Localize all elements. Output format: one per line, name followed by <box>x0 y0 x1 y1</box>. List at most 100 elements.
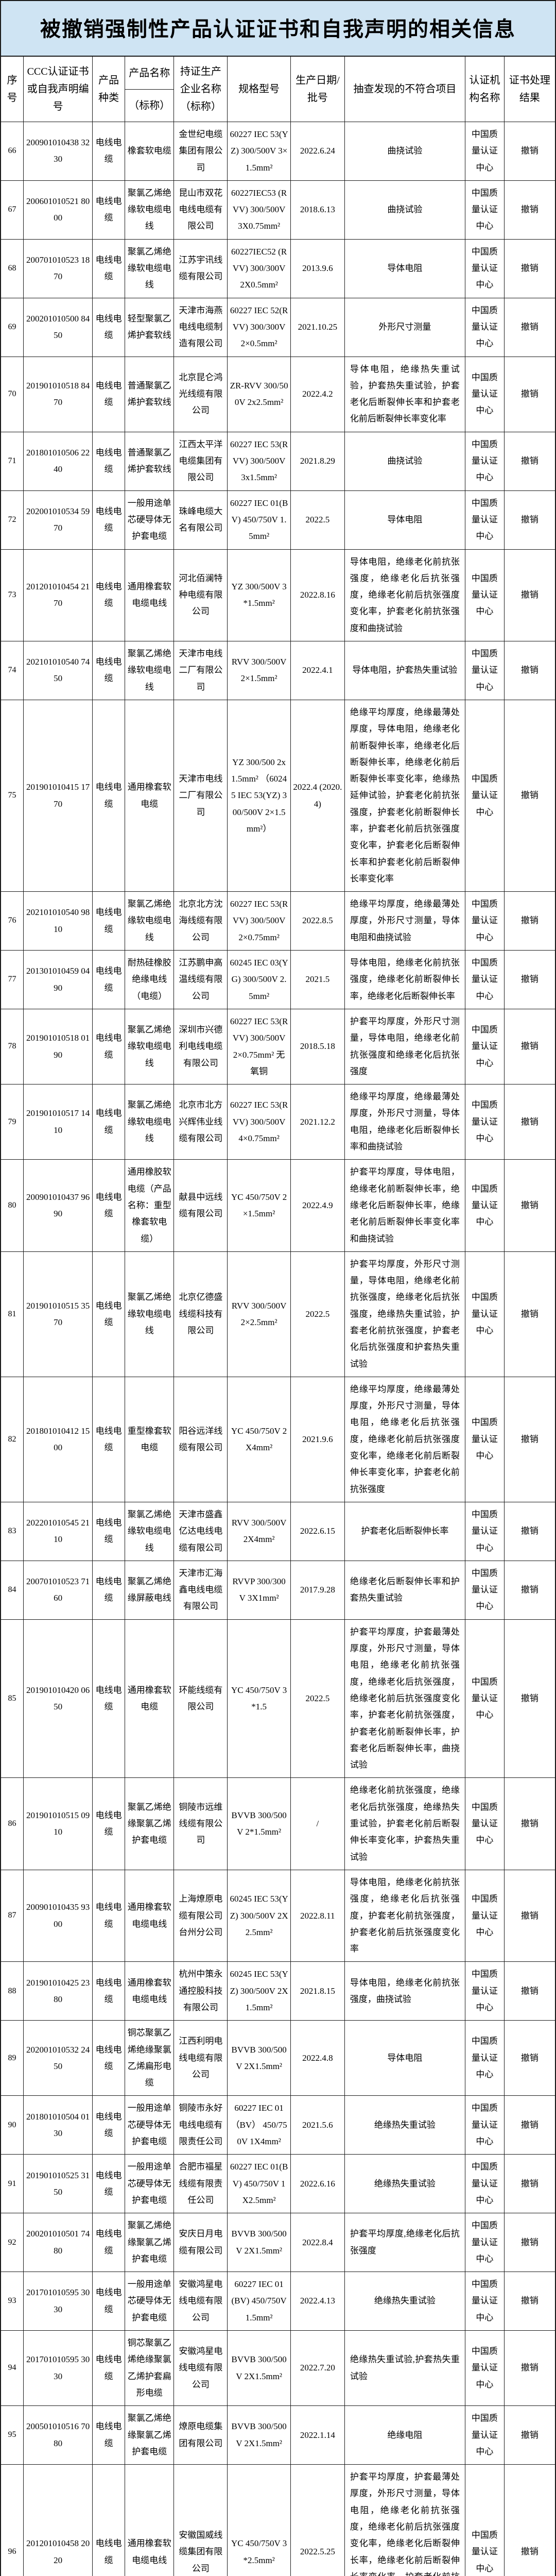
cell-cert: 201301010459 0490 <box>23 951 92 1009</box>
cell-result: 撤销 <box>504 1160 555 1251</box>
cell-no: 66 <box>1 122 23 181</box>
cell-spec: BVVB 300/500V 2X1.5mm² <box>228 2213 290 2272</box>
cell-no: 96 <box>1 2465 23 2576</box>
cell-spec: 60227 IEC 53(RVV) 300/500V 3x1.5mm² <box>228 432 290 490</box>
cell-result: 撤销 <box>504 2213 555 2272</box>
cell-spec: BVVB 300/500V 2*1.5mm² <box>228 1778 290 1870</box>
cell-date: 2017.9.28 <box>290 1561 344 1619</box>
cell-issues: 曲挠试验 <box>344 432 465 490</box>
cell-spec: BVVB 300/500V 2X1.5mm² <box>228 2331 290 2406</box>
cell-company: 安徽鸿星电线电缆有限公司 <box>174 2331 228 2406</box>
cell-issues: 导体电阻 <box>344 239 465 298</box>
cell-agency: 中国质量认证中心 <box>465 1009 504 1084</box>
cell-spec: RVV 300/500V 2×1.5mm² <box>228 641 290 700</box>
cell-category: 电线电缆 <box>93 1009 125 1084</box>
cell-agency: 中国质量认证中心 <box>465 2096 504 2155</box>
cell-agency: 中国质量认证中心 <box>465 1160 504 1251</box>
cell-issues: 绝缘热失重试验,护套热失重试验 <box>344 2331 465 2406</box>
cell-spec: 60227 IEC 01 (BV) 450/750V 1.5mm² <box>228 2272 290 2331</box>
cell-date: 2022.6.15 <box>290 1502 344 1561</box>
cell-issues: 导体电阻，绝缘热失重试验，护套热失重试验，护套老化后断裂伸长率和护套老化前后断裂… <box>344 357 465 432</box>
cell-company: 北京市北方兴辉伟业线缆有限公司 <box>174 1084 228 1160</box>
cell-company: 铜陵市永好电线电缆有限责任公司 <box>174 2096 228 2155</box>
cell-agency: 中国质量认证中心 <box>465 298 504 357</box>
cell-cert: 201901010515 3570 <box>23 1251 92 1377</box>
cell-issues: 绝缘热失重试验 <box>344 2096 465 2155</box>
cell-category: 电线电缆 <box>93 357 125 432</box>
cell-spec: 60245 IEC 53(YZ) 300/500V 2X2.5mm² <box>228 1870 290 1961</box>
cell-company: 合肥市福星线缆有限责任公司 <box>174 2155 228 2213</box>
cell-company: 天津市电线二厂有限公司 <box>174 700 228 891</box>
cell-result: 撤销 <box>504 1561 555 1619</box>
cell-result: 撤销 <box>504 1084 555 1160</box>
cell-category: 电线电缆 <box>93 2406 125 2465</box>
cell-product: 重型橡套软电缆 <box>125 1377 174 1502</box>
cell-issues: 绝缘平均厚度，绝缘最薄处厚度，外形尺寸测量，导体电阻，绝缘老化后断裂伸长率和曲挠… <box>344 1084 465 1160</box>
cell-issues: 绝缘平均厚度，绝缘最薄处厚度，外形尺寸测量，导体电阻，绝缘老化后抗张强度，绝缘老… <box>344 1377 465 1502</box>
cell-category: 电线电缆 <box>93 1251 125 1377</box>
cell-category: 电线电缆 <box>93 951 125 1009</box>
cell-issues: 导体电阻，绝缘老化前抗张强度，绝缘老化后抗张强度，绝缘老化前后抗张强度变化率，护… <box>344 549 465 641</box>
cell-category: 电线电缆 <box>93 641 125 700</box>
cell-issues: 绝缘热失重试验 <box>344 2272 465 2331</box>
cell-company: 燎原电缆集团有限公司 <box>174 2406 228 2465</box>
cell-product: 耐热硅橡胶绝缘电线（电缆） <box>125 951 174 1009</box>
cell-category: 电线电缆 <box>93 1962 125 2021</box>
cell-category: 电线电缆 <box>93 2155 125 2213</box>
cell-category: 电线电缆 <box>93 1619 125 1778</box>
cell-date: 2022.8.5 <box>290 892 344 951</box>
cell-result: 撤销 <box>504 951 555 1009</box>
col-header-no: 序号 <box>1 56 23 122</box>
cell-issues: 护套平均厚度,绝缘老化后抗张强度 <box>344 2213 465 2272</box>
cell-no: 86 <box>1 1778 23 1870</box>
cell-spec: YZ 300/500V 3*1.5mm² <box>228 549 290 641</box>
cell-issues: 绝缘老化前抗张强度，绝缘老化后抗张强度，绝缘热失重试验，护套老化前后断裂伸长率变… <box>344 1778 465 1870</box>
cell-cert: 201901010518 8470 <box>23 357 92 432</box>
cell-no: 68 <box>1 239 23 298</box>
cell-issues: 护套平均厚度，护套最薄处厚度，外形尺寸测量，导体电阻，绝缘老化前抗张强度，绝缘老… <box>344 1619 465 1778</box>
cell-result: 撤销 <box>504 2096 555 2155</box>
col-header-agency: 认证机构名称 <box>465 56 504 122</box>
cell-no: 84 <box>1 1561 23 1619</box>
cell-no: 74 <box>1 641 23 700</box>
cell-cert: 200201010501 7480 <box>23 2213 92 2272</box>
cell-category: 电线电缆 <box>93 1502 125 1561</box>
cell-spec: YZ 300/500 2x1.5mm² （60245 IEC 53(YZ) 30… <box>228 700 290 891</box>
cell-date: 2022.1.14 <box>290 2406 344 2465</box>
cell-no: 93 <box>1 2272 23 2331</box>
cell-category: 电线电缆 <box>93 490 125 549</box>
cell-category: 电线电缆 <box>93 239 125 298</box>
col-header-spec: 规格型号 <box>228 56 290 122</box>
cell-category: 电线电缆 <box>93 2021 125 2096</box>
cell-no: 82 <box>1 1377 23 1502</box>
cell-date: 2022.5 <box>290 490 344 549</box>
cell-issues: 导体电阻，绝缘老化前抗张强度，绝缘老化前断裂伸长率，绝缘老化后断裂伸长率 <box>344 951 465 1009</box>
cell-no: 92 <box>1 2213 23 2272</box>
cell-cert: 201701010595 3030 <box>23 2331 92 2406</box>
cell-spec: 60227 IEC 53(YZ) 300/500V 3×1.5mm² <box>228 122 290 181</box>
cell-spec: 60227 IEC 01(BV) 450/750V 1X2.5mm² <box>228 2155 290 2213</box>
cell-no: 89 <box>1 2021 23 2096</box>
cell-no: 85 <box>1 1619 23 1778</box>
cell-date: 2022.6.16 <box>290 2155 344 2213</box>
cell-result: 撤销 <box>504 2331 555 2406</box>
cell-company: 上海燎原电缆有限公司台州分公司 <box>174 1870 228 1961</box>
cell-company: 河北佰澜特种电缆有限公司 <box>174 549 228 641</box>
col-header-product-bottom: （标称） <box>125 90 173 122</box>
col-header-cert: CCC认证证书或自我声明编号 <box>23 56 92 122</box>
cell-result: 撤销 <box>504 1009 555 1084</box>
cell-category: 电线电缆 <box>93 2213 125 2272</box>
cell-result: 撤销 <box>504 549 555 641</box>
cell-category: 电线电缆 <box>93 1561 125 1619</box>
